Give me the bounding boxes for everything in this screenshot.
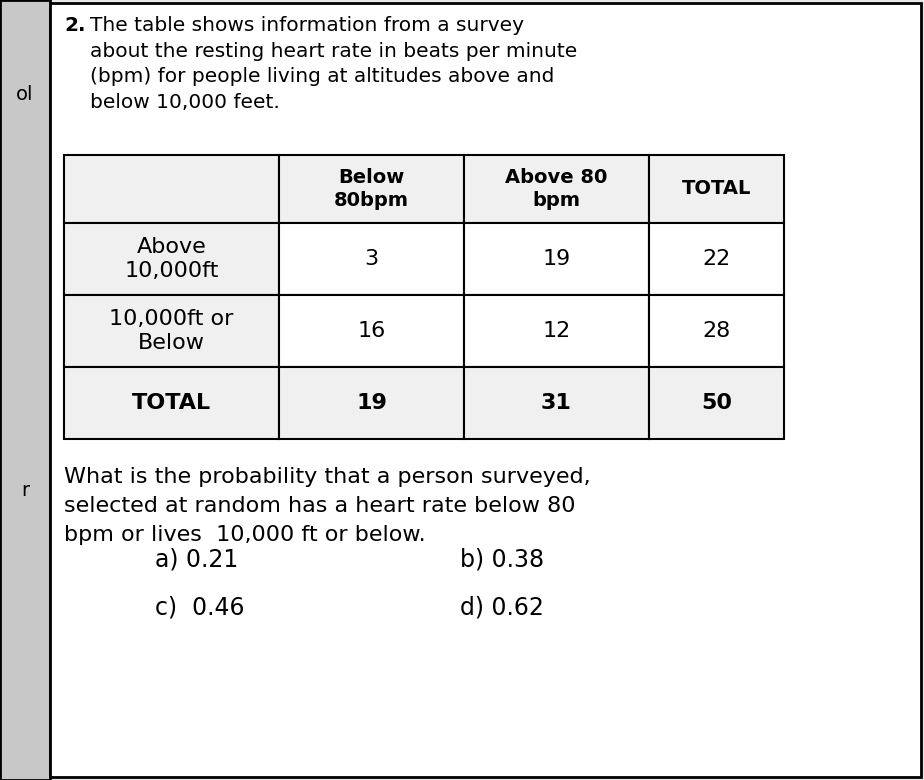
Bar (464, 223, 649, 295)
Bar (0, 0, 50, 780)
Bar (279, 367, 464, 439)
Bar (279, 223, 464, 295)
Bar (64, 155, 279, 223)
Text: The table shows information from a survey
about the resting heart rate in beats : The table shows information from a surve… (90, 16, 578, 112)
Text: 16: 16 (358, 321, 385, 341)
Bar (464, 155, 649, 223)
Text: Above
10,000ft: Above 10,000ft (125, 236, 219, 282)
Text: a) 0.21: a) 0.21 (155, 547, 238, 571)
Bar (464, 295, 649, 367)
Bar (649, 367, 784, 439)
Text: TOTAL: TOTAL (682, 179, 751, 198)
Text: 28: 28 (702, 321, 731, 341)
Text: 10,000ft or
Below: 10,000ft or Below (109, 309, 234, 353)
Bar (64, 295, 279, 367)
Text: 12: 12 (542, 321, 571, 341)
Text: c)  0.46: c) 0.46 (155, 595, 245, 619)
Bar (64, 223, 279, 295)
Bar (279, 155, 464, 223)
Text: Below
80bpm: Below 80bpm (334, 168, 409, 211)
Text: 31: 31 (541, 393, 572, 413)
Bar (64, 367, 279, 439)
Bar (279, 295, 464, 367)
Text: 3: 3 (364, 249, 379, 269)
Bar (649, 223, 784, 295)
Bar (649, 155, 784, 223)
Text: d) 0.62: d) 0.62 (460, 595, 544, 619)
Text: What is the probability that a person surveyed,
selected at random has a heart r: What is the probability that a person su… (64, 467, 590, 544)
Text: TOTAL: TOTAL (132, 393, 211, 413)
Text: r: r (21, 480, 29, 499)
Text: 50: 50 (701, 393, 732, 413)
Text: Above 80
bpm: Above 80 bpm (505, 168, 608, 211)
Text: 19: 19 (356, 393, 387, 413)
Bar (649, 295, 784, 367)
Text: 22: 22 (702, 249, 731, 269)
Text: 19: 19 (542, 249, 571, 269)
Text: ol: ol (17, 86, 34, 105)
Text: b) 0.38: b) 0.38 (460, 547, 544, 571)
Bar (464, 367, 649, 439)
Text: 2.: 2. (64, 16, 86, 35)
